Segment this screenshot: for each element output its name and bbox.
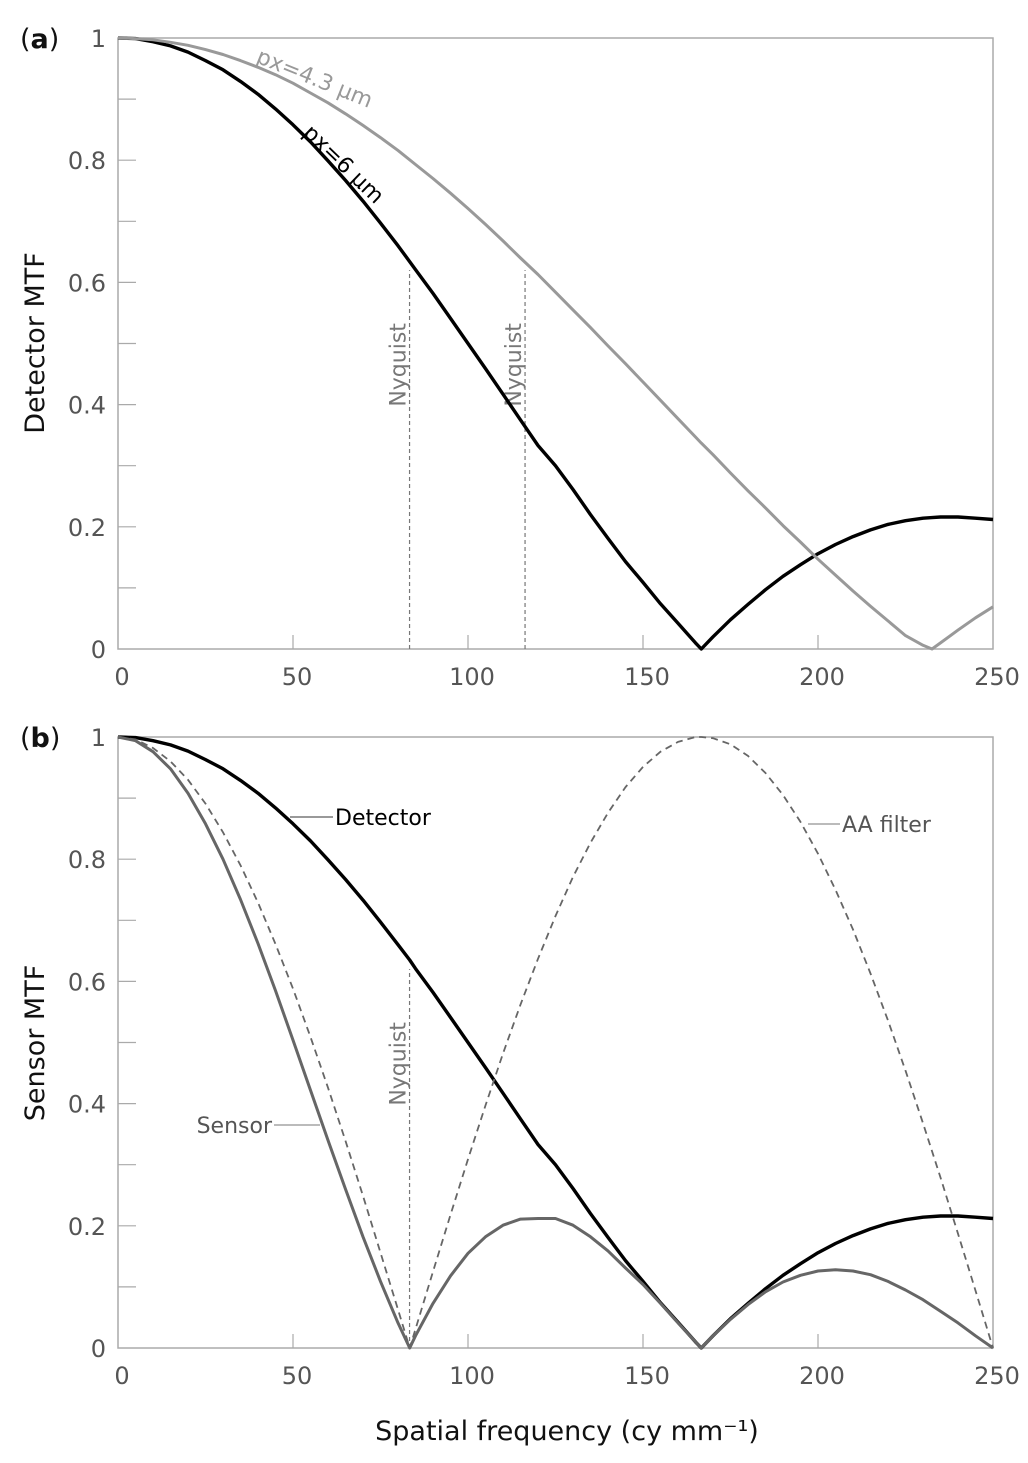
panel-b-ytick-label: 0 — [91, 1335, 106, 1363]
panel-a-xtick-label: 250 — [974, 663, 1020, 691]
series-px-4-3-m-line — [117, 36, 994, 651]
panel-a-xtick-label: 200 — [799, 663, 845, 691]
panel-b-curves — [117, 735, 994, 1350]
panel-a: (a) Detector MTF 0 50 100 150 200 25000.20.40… — [20, 24, 1020, 691]
panel-b-ytick-label: 1 — [91, 724, 106, 752]
panel-a-xtick-label: 50 — [282, 663, 313, 691]
panel-a-ytick-label: 0.6 — [68, 269, 106, 297]
panel-b-ytick-label: 0.6 — [68, 968, 106, 996]
panel-b: (b) Sensor MTF 0 50 100 150 200 250 0 0.2 0.4 0.6… — [20, 723, 1020, 1447]
panel-a-plot-frame — [117, 37, 994, 650]
panel-b-annotations: Nyquist — [387, 969, 412, 1348]
panel-a-ytick-label: 1 — [91, 25, 106, 53]
curve-label-aa-filter: AA filter — [842, 813, 932, 838]
panel-a-xtick-label: 100 — [449, 663, 495, 691]
panel-b-xlabel: Spatial frequency (cy mm⁻¹) — [375, 1416, 759, 1447]
curve-label-sensor: Sensor — [197, 1114, 273, 1139]
panel-a-ytick-label: 0.2 — [68, 514, 106, 542]
panel-b-ytick-label: 0.4 — [68, 1091, 106, 1119]
panel-b-label: (b) — [20, 723, 60, 754]
panel-a-annotations: Nyquist Nyquist — [387, 270, 527, 649]
nyquist-label: Nyquist — [387, 1022, 412, 1106]
panel-b-axes: 0 50 100 150 200 250 0 0.2 0.4 0.6 0.8 1 — [68, 724, 1020, 1390]
panel-a-label: (a) — [20, 24, 59, 55]
panel-a-xtick-label: 0 — [114, 663, 129, 691]
nyquist-label: Nyquist — [502, 323, 527, 407]
panel-b-xtick-label: 50 — [282, 1362, 313, 1390]
series-detector-line — [117, 735, 994, 1350]
panel-b-xtick-label: 150 — [624, 1362, 670, 1390]
series-aa-filter-line — [117, 736, 994, 1349]
panel-a-xtick-label: 150 — [624, 663, 670, 691]
panel-a-ytick-label: 0.8 — [68, 147, 106, 175]
panel-a-curves — [117, 36, 994, 651]
panel-b-xtick-label: 200 — [799, 1362, 845, 1390]
nyquist-label: Nyquist — [387, 323, 412, 407]
panel-a-axes: 0 50 100 150 200 250 0 0.2 0.4 0.6 0.8 1 — [68, 25, 1020, 691]
panel-b-ytick-label: 0.8 — [68, 846, 106, 874]
panel-b-ylabel: Sensor MTF — [20, 965, 51, 1121]
panel-b-xtick-label: 0 — [114, 1362, 129, 1390]
panel-b-xtick-label: 100 — [449, 1362, 495, 1390]
panel-b-xtick-label: 250 — [974, 1362, 1020, 1390]
curve-label-detector: Detector — [335, 806, 432, 831]
series-sensor-line — [117, 735, 994, 1350]
panel-a-ylabel: Detector MTF — [20, 252, 51, 434]
panel-a-ytick-label: 0 — [91, 636, 106, 664]
panel-a-ytick-label: 0.4 — [68, 392, 106, 420]
panel-b-ytick-label: 0.2 — [68, 1213, 106, 1241]
series-px-6-m-line — [117, 36, 994, 651]
